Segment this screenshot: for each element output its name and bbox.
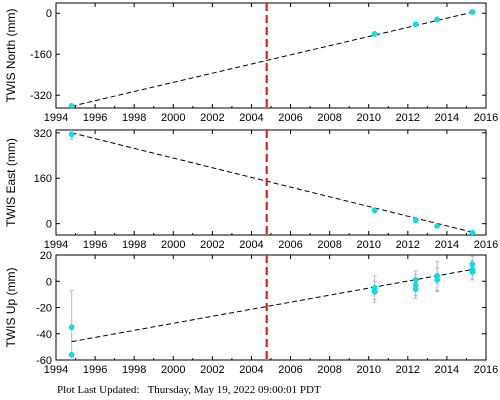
- x-tick-label: 2010: [356, 239, 380, 251]
- x-tick-label: 2014: [435, 239, 459, 251]
- x-tick-label: 1994: [44, 364, 68, 376]
- data-point: [68, 351, 75, 358]
- x-tick-label: 2010: [356, 112, 380, 124]
- x-tick-label: 1994: [44, 239, 68, 251]
- data-point: [469, 261, 476, 268]
- x-tick-label: 2008: [317, 112, 341, 124]
- data-point: [371, 31, 378, 37]
- data-point: [371, 288, 378, 295]
- y-tick-label: -320: [30, 90, 52, 102]
- trend-line: [71, 132, 473, 233]
- y-axis-label: TWIS Up (mm): [4, 268, 18, 348]
- y-tick-label: -60: [36, 355, 52, 367]
- y-tick-label: -40: [36, 329, 52, 341]
- x-tick-label: 2012: [396, 364, 420, 376]
- data-point: [412, 277, 419, 283]
- data-point: [434, 16, 440, 23]
- data-point: [412, 21, 419, 28]
- data-point: [68, 324, 75, 331]
- x-tick-label: 1998: [122, 364, 146, 376]
- plot-updated-label: Plot Last Updated:: [57, 384, 140, 396]
- plot-frame: [55, 2, 487, 109]
- x-tick-label: 2014: [435, 364, 459, 376]
- x-tick-label: 2008: [317, 239, 341, 251]
- x-tick-label: 1998: [122, 112, 146, 124]
- x-tick-label: 1996: [83, 239, 107, 251]
- y-tick-label: -160: [30, 49, 52, 61]
- data-point: [434, 277, 440, 283]
- y-tick-label: 160: [34, 173, 52, 185]
- data-point: [412, 286, 419, 292]
- x-tick-label: 2002: [200, 364, 224, 376]
- data-point: [469, 229, 476, 235]
- x-tick-label: 1994: [44, 112, 68, 124]
- x-tick-label: 2010: [356, 364, 380, 376]
- x-tick-label: 2000: [161, 112, 185, 124]
- x-tick-label: 2004: [239, 112, 263, 124]
- y-tick-label: 0: [46, 219, 52, 231]
- x-tick-label: 2000: [161, 364, 185, 376]
- plot-updated-footer: Plot Last Updated: Thursday, May 19, 202…: [57, 384, 321, 396]
- y-tick-label: 320: [34, 128, 52, 140]
- plot-area: [68, 255, 476, 360]
- x-tick-label: 1996: [83, 112, 107, 124]
- data-point: [412, 217, 419, 224]
- x-tick-label: 1996: [83, 364, 107, 376]
- x-tick-label: 2008: [317, 364, 341, 376]
- x-tick-label: 2012: [396, 239, 420, 251]
- plot-area: [68, 3, 476, 108]
- trend-line: [71, 268, 473, 343]
- x-tick-label: 2006: [278, 239, 302, 251]
- data-point: [68, 103, 75, 108]
- data-point: [469, 9, 476, 15]
- data-point: [371, 207, 378, 214]
- trend-line: [71, 11, 473, 107]
- x-tick-label: 2014: [435, 112, 459, 124]
- data-point: [469, 269, 476, 275]
- y-tick-label: 0: [46, 8, 52, 20]
- x-tick-label: 2004: [239, 239, 263, 251]
- plot-area: [68, 130, 476, 235]
- x-tick-label: 2006: [278, 364, 302, 376]
- x-tick-label: 2000: [161, 239, 185, 251]
- x-tick-label: 2002: [200, 112, 224, 124]
- x-tick-label: 2016: [474, 364, 498, 376]
- x-tick-label: 2012: [396, 112, 420, 124]
- x-tick-label: 2016: [474, 239, 498, 251]
- x-tick-label: 2006: [278, 112, 302, 124]
- plot-frame: [55, 254, 487, 361]
- y-axis-label: TWIS East (mm): [4, 138, 18, 227]
- data-point: [68, 131, 75, 138]
- panel-2: 1994 1996 1998 2000 2002 2004 2006 2008 2010 2012…: [4, 128, 498, 251]
- x-tick-label: 2004: [239, 364, 263, 376]
- y-axis-label: TWIS North (mm): [4, 9, 18, 103]
- x-tick-label: 1998: [122, 239, 146, 251]
- data-point: [434, 223, 440, 229]
- y-tick-label: -20: [36, 303, 52, 315]
- panel-1: 1994 1996 1998 2000 2002 2004 2006 2008 2010 2012…: [4, 2, 498, 124]
- x-tick-label: 2016: [474, 112, 498, 124]
- y-tick-label: 0: [46, 276, 52, 288]
- x-tick-label: 2002: [200, 239, 224, 251]
- panel-3: 1994 1996 1998 2000 2002 2004 2006 2008 2010 2012…: [4, 250, 498, 376]
- y-tick-label: 20: [40, 250, 52, 262]
- plot-updated-timestamp: Thursday, May 19, 2022 09:00:01 PDT: [147, 384, 321, 396]
